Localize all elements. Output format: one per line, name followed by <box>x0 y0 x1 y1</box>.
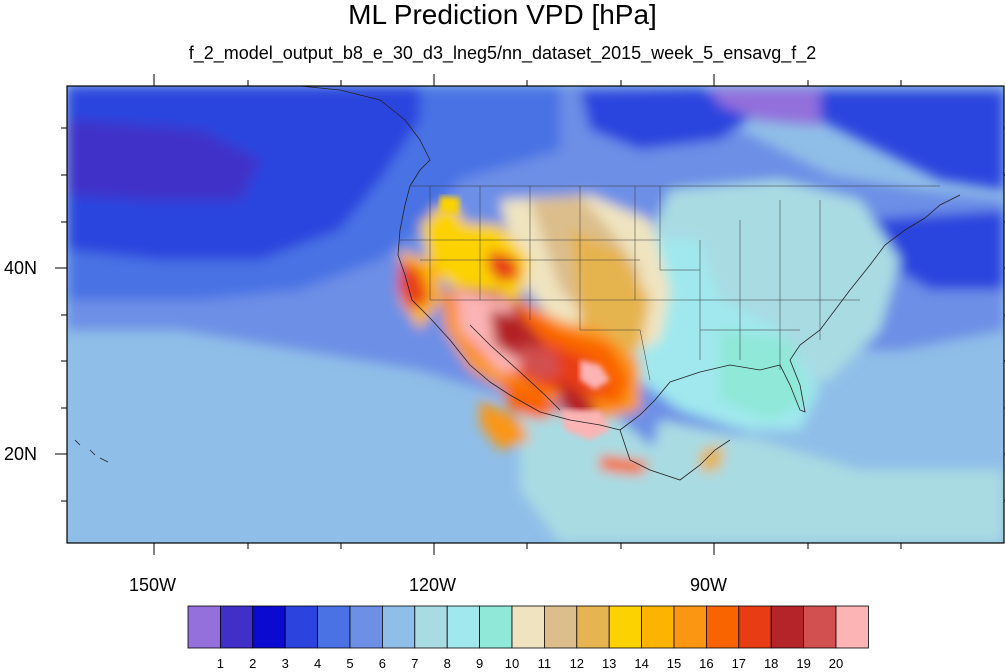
lon-label-90w: 90W <box>690 575 728 595</box>
colorbar-label: 12 <box>569 656 585 671</box>
colorbar-swatch <box>803 605 837 649</box>
colorbar-swatch <box>317 605 351 649</box>
colorbar-label: 3 <box>281 656 289 671</box>
colorbar-label: 20 <box>828 656 844 671</box>
colorbar-label: 4 <box>313 656 322 671</box>
colorbar-swatch <box>511 605 545 649</box>
colorbar-swatch <box>349 605 383 649</box>
colorbar-swatch <box>608 605 643 649</box>
lat-label-20n: 20N <box>4 444 38 464</box>
colorbar-label: 5 <box>346 656 354 671</box>
colorbar-swatch <box>641 605 675 649</box>
colorbar-swatch <box>219 605 254 649</box>
colorbar-label: 14 <box>634 656 649 671</box>
colorbar-label: 13 <box>601 656 617 671</box>
colorbar-label: 2 <box>249 656 257 671</box>
colorbar-label: 8 <box>443 656 451 671</box>
colorbar-swatch <box>284 605 319 649</box>
axis-ticks <box>55 74 1005 555</box>
state-borders <box>400 185 940 381</box>
colorbar <box>187 605 869 649</box>
lon-label-120w: 120W <box>409 575 457 595</box>
coastlines <box>74 86 961 481</box>
colorbar-label: 17 <box>731 656 747 671</box>
colorbar-label: 6 <box>378 656 386 671</box>
colorbar-label: 19 <box>796 656 811 671</box>
colorbar-swatch <box>544 605 578 649</box>
colorbar-label: 9 <box>475 656 484 671</box>
colorbar-label: 7 <box>411 656 419 671</box>
map-title: ML Prediction VPD [hPa] <box>348 0 657 30</box>
colorbar-swatch <box>414 605 448 649</box>
colorbar-swatch <box>673 605 707 649</box>
lat-label-40n: 40N <box>4 258 38 278</box>
lon-label-150w: 150W <box>129 575 177 595</box>
colorbar-swatch <box>381 605 416 649</box>
colorbar-swatch <box>479 605 513 649</box>
colorbar-label: 11 <box>537 656 552 671</box>
colorbar-swatch <box>706 605 740 649</box>
colorbar-swatch <box>738 605 772 649</box>
colorbar-label: 1 <box>216 656 224 671</box>
colorbar-swatch <box>252 605 286 649</box>
colorbar-label: 10 <box>504 656 520 671</box>
colorbar-swatch <box>576 605 610 649</box>
colorbar-label: 16 <box>699 656 714 671</box>
colorbar-label: 15 <box>666 656 682 671</box>
colorbar-swatch <box>770 605 805 649</box>
map-field <box>67 86 1004 543</box>
map-subtitle: f_2_model_output_b8_e_30_d3_lneg5/nn_dat… <box>188 43 817 63</box>
colorbar-swatch <box>187 605 221 649</box>
colorbar-swatch <box>835 605 869 649</box>
colorbar-swatch <box>446 605 481 649</box>
colorbar-label: 18 <box>763 656 779 671</box>
